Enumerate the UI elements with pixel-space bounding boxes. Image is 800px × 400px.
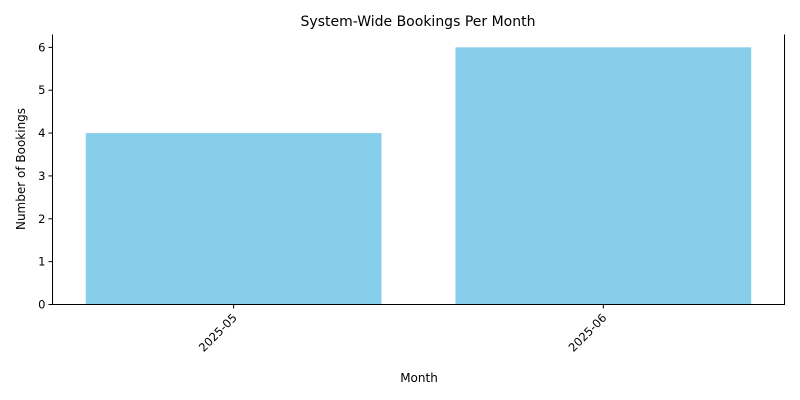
y-tick-label: 5 [38,83,45,97]
y-axis-label: Number of Bookings [14,108,28,230]
bar-2025-06 [455,47,752,305]
bars-group [85,47,752,305]
y-axis: 0 1 2 3 4 5 6 [38,40,53,312]
y-tick-label: 3 [38,169,45,183]
x-tick-label: 2025-06 [566,311,610,355]
chart-title: System-Wide Bookings Per Month [301,14,536,30]
x-axis-label: Month [400,371,438,385]
y-tick-label: 2 [38,212,45,226]
y-tick-label: 1 [38,255,45,269]
y-tick-label: 4 [38,126,45,140]
y-tick-label: 0 [38,298,45,312]
x-tick-label: 2025-05 [196,311,240,355]
plot-frame [52,34,785,305]
bar-2025-05 [85,133,382,305]
x-axis: 2025-05 2025-06 [196,304,610,355]
y-tick-label: 6 [38,40,45,54]
